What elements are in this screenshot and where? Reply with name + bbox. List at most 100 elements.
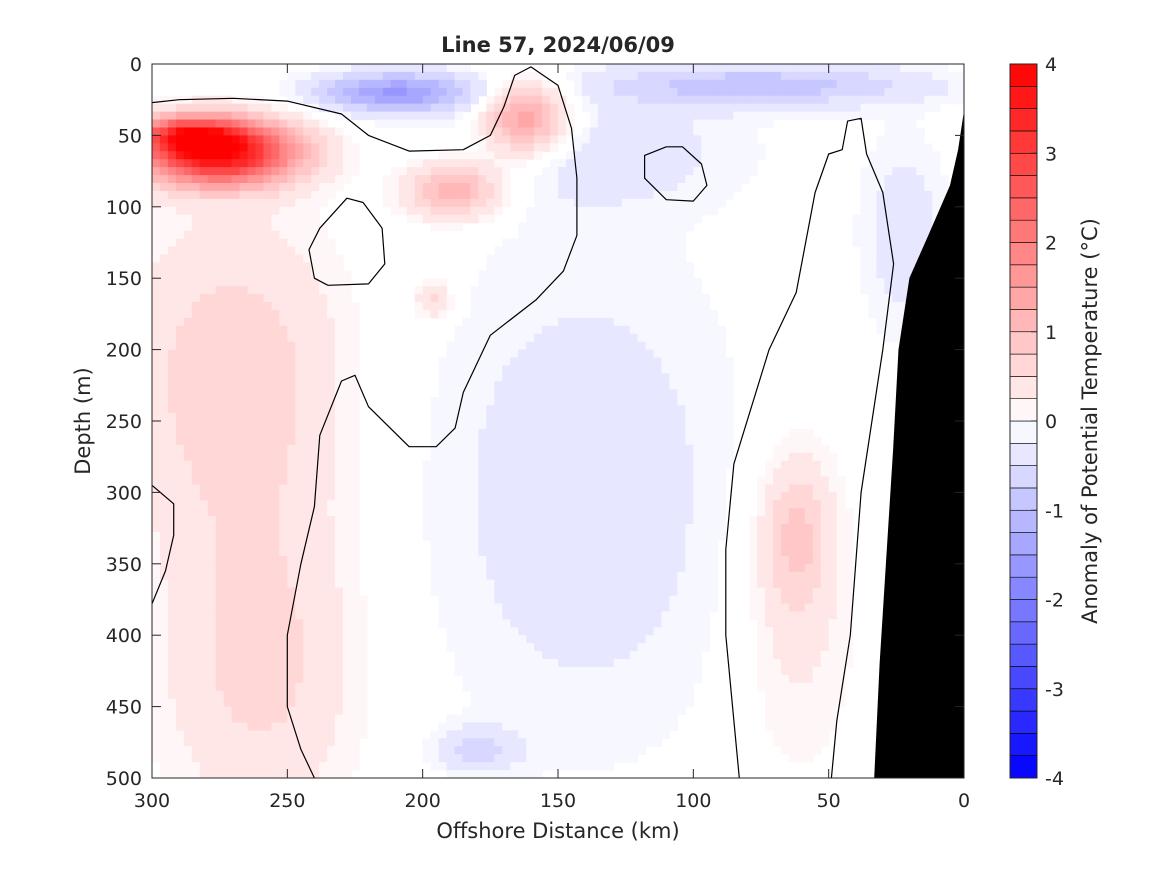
field-cell bbox=[542, 690, 551, 700]
field-cell bbox=[613, 460, 623, 470]
field-cell bbox=[175, 333, 185, 343]
field-cell bbox=[311, 619, 320, 628]
field-cell bbox=[183, 524, 193, 533]
field-cell bbox=[303, 722, 312, 731]
field-cell bbox=[494, 198, 503, 208]
field-cell bbox=[159, 421, 169, 430]
field-cell bbox=[685, 111, 694, 121]
field-cell bbox=[231, 309, 241, 319]
field-cell bbox=[199, 373, 209, 382]
field-cell bbox=[605, 738, 615, 747]
field-cell bbox=[303, 349, 312, 359]
field-cell bbox=[526, 79, 535, 89]
field-cell bbox=[247, 603, 257, 612]
field-cell bbox=[271, 587, 280, 597]
field-cell bbox=[311, 540, 320, 549]
field-cell bbox=[661, 333, 671, 343]
field-cell bbox=[279, 206, 288, 216]
field-cell bbox=[677, 389, 686, 398]
field-cell bbox=[613, 714, 623, 724]
field-cell bbox=[247, 381, 257, 390]
field-cell bbox=[279, 540, 288, 549]
field-cell bbox=[279, 587, 288, 597]
field-cell bbox=[502, 770, 511, 778]
field-cell bbox=[597, 111, 607, 121]
field-cell bbox=[581, 730, 591, 739]
field-cell bbox=[390, 119, 400, 129]
field-cell bbox=[605, 389, 615, 398]
field-cell bbox=[542, 111, 551, 121]
field-cell bbox=[653, 413, 663, 422]
field-cell bbox=[597, 103, 607, 113]
field-cell bbox=[207, 579, 217, 589]
field-cell bbox=[565, 666, 575, 676]
field-cell bbox=[685, 127, 694, 136]
field-cell bbox=[470, 183, 479, 192]
field-cell bbox=[669, 659, 679, 668]
field-cell bbox=[191, 754, 201, 763]
field-cell bbox=[518, 722, 527, 731]
field-cell bbox=[526, 555, 535, 565]
field-cell bbox=[534, 674, 543, 684]
field-cell bbox=[231, 238, 241, 248]
field-cell bbox=[279, 595, 288, 605]
field-cell bbox=[454, 484, 464, 493]
field-cell bbox=[327, 738, 336, 747]
field-cell bbox=[534, 190, 543, 200]
field-cell bbox=[661, 325, 671, 335]
field-cell bbox=[637, 555, 647, 565]
field-cell bbox=[526, 206, 535, 216]
field-cell bbox=[550, 666, 559, 676]
field-cell bbox=[255, 706, 265, 716]
field-cell bbox=[605, 666, 615, 676]
field-cell bbox=[199, 754, 209, 763]
field-cell bbox=[255, 309, 265, 319]
field-cell bbox=[550, 190, 559, 200]
field-cell bbox=[462, 540, 472, 549]
field-cell bbox=[534, 341, 543, 351]
field-cell bbox=[183, 143, 193, 152]
field-cell bbox=[462, 421, 472, 430]
field-cell bbox=[207, 302, 217, 311]
field-cell bbox=[637, 143, 647, 152]
field-cell bbox=[430, 167, 440, 176]
field-cell bbox=[542, 341, 551, 351]
field-cell bbox=[581, 79, 591, 89]
field-cell bbox=[231, 325, 241, 335]
field-cell bbox=[637, 706, 647, 716]
field-cell bbox=[470, 746, 479, 755]
field-cell bbox=[581, 238, 591, 248]
field-cell bbox=[223, 532, 233, 541]
field-cell bbox=[223, 365, 233, 374]
field-cell bbox=[470, 444, 479, 454]
field-cell bbox=[159, 587, 169, 597]
field-cell bbox=[677, 302, 686, 311]
field-cell bbox=[518, 484, 527, 493]
field-cell bbox=[358, 71, 368, 81]
field-cell bbox=[637, 421, 647, 430]
field-cell bbox=[159, 294, 169, 303]
field-cell bbox=[597, 452, 607, 462]
field-cell bbox=[645, 309, 655, 319]
field-cell bbox=[438, 357, 448, 367]
field-cell bbox=[335, 698, 344, 708]
field-cell bbox=[573, 175, 583, 184]
field-cell bbox=[247, 579, 257, 589]
field-cell bbox=[645, 651, 655, 660]
field-cell bbox=[351, 64, 360, 73]
field-cell bbox=[319, 183, 328, 192]
field-cell bbox=[677, 135, 686, 144]
field-cell bbox=[343, 421, 352, 430]
field-cell bbox=[502, 706, 511, 716]
field-cell bbox=[343, 770, 352, 778]
field-cell bbox=[502, 167, 511, 176]
field-cell bbox=[597, 524, 607, 533]
field-cell bbox=[223, 659, 233, 668]
field-cell bbox=[223, 762, 233, 771]
field-cell bbox=[152, 373, 161, 382]
field-cell bbox=[175, 286, 185, 295]
field-cell bbox=[319, 714, 328, 724]
field-cell bbox=[358, 714, 368, 724]
field-cell bbox=[152, 206, 161, 216]
field-cell bbox=[358, 635, 368, 644]
